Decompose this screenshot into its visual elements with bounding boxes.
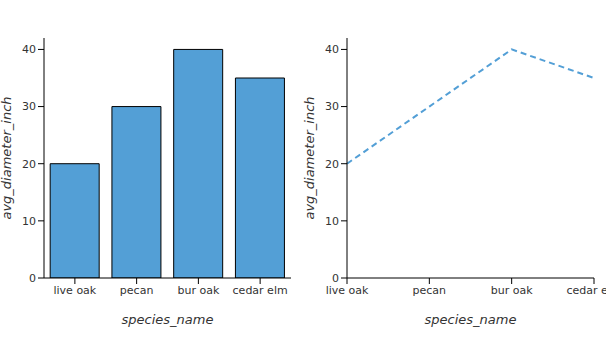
svg-text:10: 10 bbox=[22, 215, 36, 228]
svg-text:30: 30 bbox=[325, 100, 339, 113]
svg-text:40: 40 bbox=[325, 43, 339, 56]
svg-text:bur oak: bur oak bbox=[177, 284, 219, 297]
svg-text:species_name: species_name bbox=[425, 312, 517, 327]
svg-text:20: 20 bbox=[22, 158, 36, 171]
svg-text:cedar elm: cedar elm bbox=[233, 284, 288, 297]
svg-text:10: 10 bbox=[325, 215, 339, 228]
svg-text:pecan: pecan bbox=[413, 284, 447, 297]
svg-text:avg_diameter_inch: avg_diameter_inch bbox=[303, 96, 317, 219]
svg-text:avg_diameter_inch: avg_diameter_inch bbox=[8, 96, 14, 219]
svg-text:live oak: live oak bbox=[326, 284, 369, 297]
svg-text:20: 20 bbox=[325, 158, 339, 171]
svg-text:cedar elm: cedar elm bbox=[566, 284, 606, 297]
svg-text:species_name: species_name bbox=[122, 312, 214, 327]
svg-text:live oak: live oak bbox=[54, 284, 97, 297]
svg-text:30: 30 bbox=[22, 100, 36, 113]
svg-text:bur oak: bur oak bbox=[491, 284, 533, 297]
svg-text:pecan: pecan bbox=[120, 284, 154, 297]
svg-text:0: 0 bbox=[29, 272, 36, 285]
svg-text:0: 0 bbox=[332, 272, 339, 285]
svg-text:40: 40 bbox=[22, 43, 36, 56]
